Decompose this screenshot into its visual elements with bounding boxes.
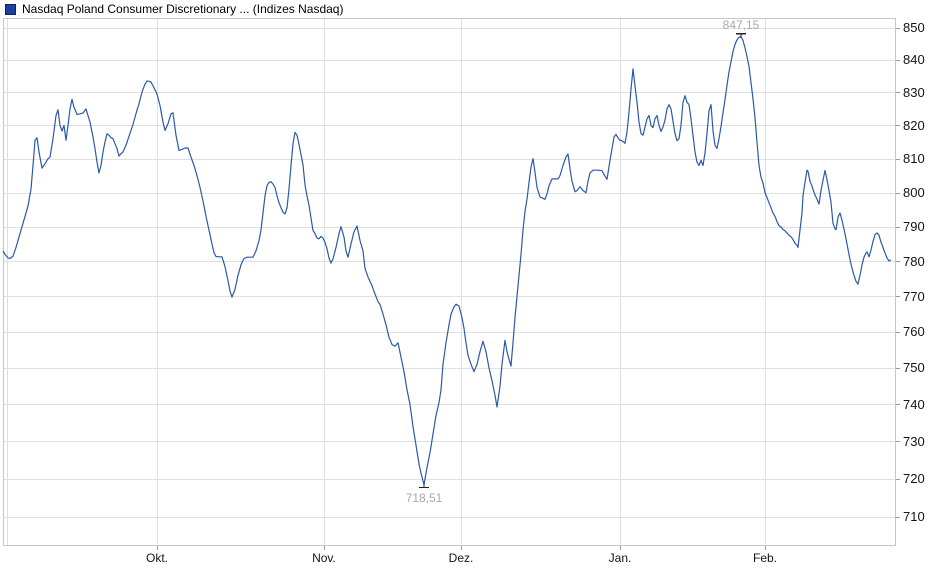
y-axis-label: 730 [903, 433, 925, 449]
x-axis-label: Okt. [145, 551, 168, 565]
annotation-low-value: 718,51 [405, 490, 443, 505]
y-axis-label: 810 [903, 151, 925, 167]
y-axis-label: 800 [903, 185, 925, 200]
y-axis-label: 720 [903, 471, 925, 487]
annotation-high-value: 847,15 [722, 17, 760, 32]
x-axis-label: Jan. [608, 551, 632, 565]
x-axis-label: Feb. [752, 551, 777, 565]
y-axis-label: 750 [903, 360, 925, 376]
y-axis-label: 850 [903, 20, 925, 36]
y-axis-label: 780 [903, 253, 925, 269]
chart-title: Nasdaq Poland Consumer Discretionary ...… [22, 2, 344, 16]
chart-header: Nasdaq Poland Consumer Discretionary ...… [5, 2, 343, 16]
y-axis-label: 760 [903, 324, 925, 340]
y-axis-label: 790 [903, 219, 925, 235]
series-marker-icon [5, 3, 16, 15]
y-axis-label: 710 [903, 509, 925, 525]
y-axis-label: 830 [903, 84, 925, 100]
price-line [2, 36, 892, 486]
y-axis-label: 770 [903, 288, 925, 304]
y-axis-label: 820 [903, 117, 925, 133]
y-axis-label: 740 [903, 396, 925, 412]
y-axis-label: 840 [903, 52, 925, 68]
x-axis-label: Dez. [448, 551, 474, 565]
x-axis-label: Nov. [312, 551, 336, 565]
